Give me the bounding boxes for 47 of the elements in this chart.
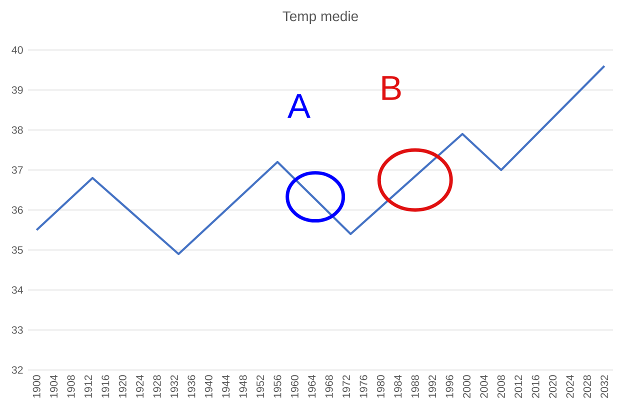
x-tick-label: 1900 — [32, 375, 40, 398]
y-tick-label: 38 — [12, 126, 23, 134]
x-tick-label: 1956 — [274, 375, 282, 398]
chart-title: Temp medie — [282, 10, 358, 24]
x-tick-label: 1952 — [256, 375, 264, 398]
x-tick-label: 1936 — [188, 375, 196, 398]
x-tick-label: 1928 — [153, 375, 161, 398]
y-tick-label: 40 — [12, 46, 23, 54]
x-tick-label: 1968 — [325, 375, 333, 398]
y-tick-label: 33 — [12, 326, 23, 334]
x-tick-label: 1976 — [360, 375, 368, 398]
x-tick-label: 1964 — [308, 375, 316, 398]
x-tick-label: 2008 — [497, 375, 505, 398]
x-tick-label: 1988 — [411, 375, 419, 398]
y-tick-label: 36 — [12, 206, 23, 214]
x-tick-label: 1992 — [428, 375, 436, 398]
annotation: B — [382, 76, 401, 100]
x-tick-label: 1972 — [342, 375, 350, 398]
line-series — [36, 64, 606, 256]
x-tick-label: 2004 — [480, 375, 488, 398]
x-tick-label: 1912 — [84, 375, 92, 398]
x-tick-label: 1980 — [376, 375, 384, 398]
x-tick-label: 2012 — [514, 375, 522, 398]
x-tick-label: 1984 — [394, 375, 402, 398]
x-tick-label: 1944 — [222, 375, 230, 398]
x-tick-label: 1940 — [204, 375, 212, 398]
y-tick-label: 35 — [12, 246, 23, 254]
x-tick-label: 1924 — [136, 375, 144, 398]
x-tick-label: 1904 — [50, 375, 58, 398]
x-tick-label: 1916 — [102, 375, 110, 398]
x-tick-label: 2032 — [600, 375, 608, 398]
y-tick-label: 37 — [12, 166, 23, 174]
y-tick-label: 32 — [12, 366, 23, 374]
x-tick-label: 2024 — [566, 375, 574, 398]
x-tick-label: 1908 — [67, 375, 75, 398]
x-tick-label: 2016 — [532, 375, 540, 398]
x-tick-label: 2020 — [549, 375, 557, 398]
x-tick-label: 2000 — [462, 375, 471, 398]
y-tick-label: 34 — [12, 286, 23, 294]
x-tick-label: 1996 — [446, 375, 454, 398]
x-tick-label: 1932 — [170, 375, 178, 398]
y-tick-label: 39 — [12, 86, 23, 94]
x-tick-label: 1948 — [239, 375, 247, 398]
x-tick-label: 1920 — [118, 375, 126, 398]
x-tick-label: 1960 — [290, 375, 298, 398]
x-tick-label: 2028 — [583, 375, 591, 398]
annotation: A — [287, 94, 310, 118]
